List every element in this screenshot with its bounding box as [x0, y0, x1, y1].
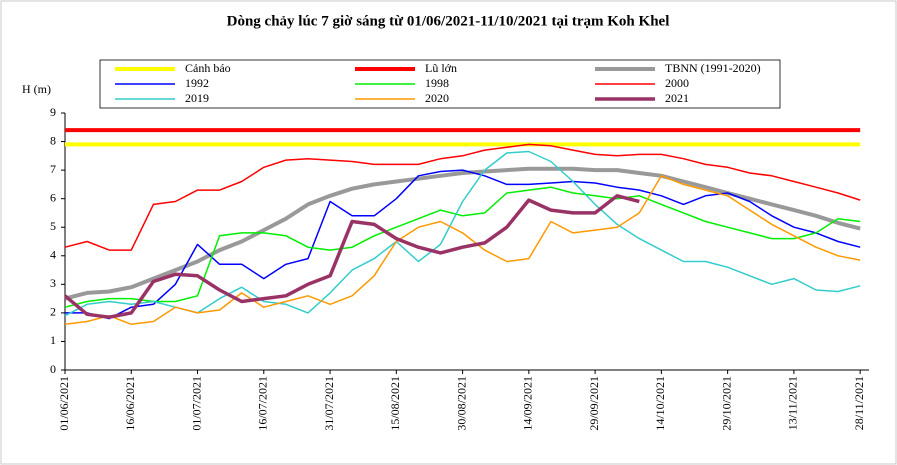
series-line: [63, 194, 640, 319]
legend-label: 1992: [185, 76, 209, 90]
series-line: [65, 169, 861, 320]
legend: [99, 59, 781, 109]
x-tick-label: 28/11/2021: [852, 376, 866, 430]
y-tick-label: 6: [50, 190, 56, 204]
legend-label: 2021: [665, 91, 689, 105]
y-tick-label: 8: [50, 133, 56, 147]
x-tick-label: 29/09/2021: [587, 376, 601, 431]
legend-label: Lũ lớn: [425, 61, 457, 75]
legend-label: Cảnh báo: [185, 61, 231, 75]
y-tick-label: 5: [50, 219, 56, 233]
chart-title: Dòng chảy lúc 7 giờ sáng từ 01/06/2021-1…: [227, 13, 670, 29]
x-tick-label: 16/07/2021: [256, 376, 270, 431]
x-tick-label: 30/08/2021: [454, 376, 468, 431]
x-tick-label: 29/10/2021: [719, 376, 733, 431]
y-tick-label: 2: [50, 305, 56, 319]
y-tick-label: 7: [50, 162, 56, 176]
x-tick-label: 31/07/2021: [322, 376, 336, 431]
legend-label: 2020: [425, 91, 449, 105]
x-tick-label: 14/10/2021: [653, 376, 667, 431]
series-line: [64, 186, 861, 308]
x-tick-label: 01/06/2021: [57, 376, 71, 431]
x-tick-label: 14/09/2021: [521, 376, 535, 431]
y-tick-label: 1: [50, 333, 56, 347]
y-axis-label: H (m): [22, 82, 51, 96]
y-tick-label: 4: [50, 248, 56, 262]
x-tick-label: 01/07/2021: [189, 376, 203, 431]
y-tick-label: 3: [50, 276, 56, 290]
legend-label: 2019: [185, 91, 209, 105]
legend-label: 1998: [425, 76, 449, 90]
y-tick-label: 9: [50, 105, 56, 119]
x-tick-label: 13/11/2021: [786, 376, 800, 430]
legend-label: 2000: [665, 76, 689, 90]
series-line: [64, 175, 861, 326]
x-tick-label: 15/08/2021: [388, 376, 402, 431]
x-tick-label: 16/06/2021: [123, 376, 137, 431]
legend-label: TBNN (1991-2020): [665, 61, 761, 75]
y-tick-label: 0: [50, 362, 56, 376]
series-line: [64, 143, 861, 251]
